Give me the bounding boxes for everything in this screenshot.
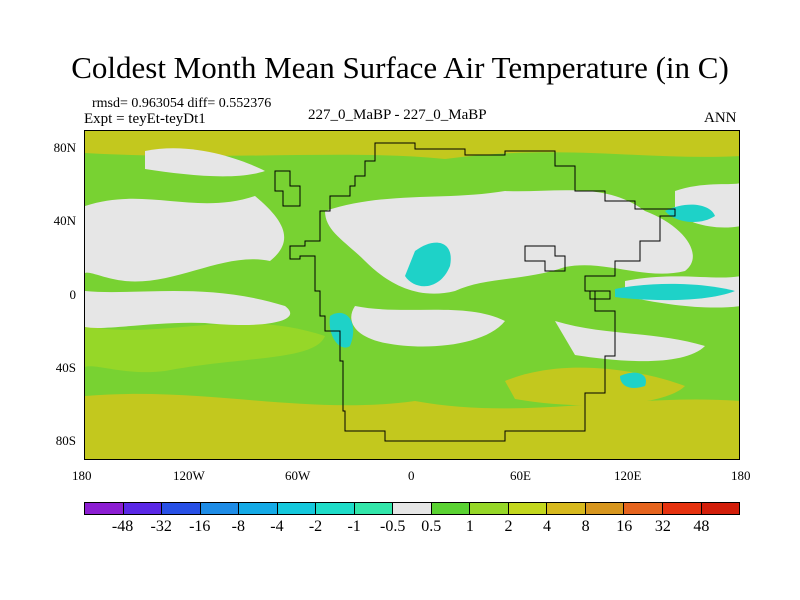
colorbar-label: -4	[270, 518, 284, 535]
y-tick: 80S	[55, 433, 76, 448]
field-s-band	[85, 323, 325, 373]
neutral-s-atlantic	[351, 306, 505, 347]
x-tick: 120W	[173, 468, 205, 483]
colorbar-box	[624, 503, 663, 514]
colorbar-label: -48	[111, 518, 134, 535]
y-tick: 80N	[53, 140, 76, 155]
colorbar-label: 4	[543, 518, 552, 535]
cyan-patch-1	[329, 312, 354, 348]
colorbar-box	[354, 503, 394, 514]
colorbar-label: -8	[231, 518, 246, 535]
season-label: ANN	[704, 110, 737, 126]
colorbar-box	[470, 503, 509, 514]
map-panel	[84, 130, 740, 460]
neutral-arctic-1	[145, 148, 265, 177]
cyan-patch-4	[665, 204, 715, 223]
continent-outline	[289, 142, 676, 442]
colorbar-label: -2	[308, 518, 323, 535]
colorbar-label: -32	[150, 518, 172, 535]
x-tick: 60W	[285, 468, 311, 483]
colorbar-box	[547, 503, 586, 514]
colorbar-label: -16	[189, 518, 211, 535]
colorbar-label: 8	[581, 518, 590, 535]
experiment-label: Expt = teyEt-teyDt1	[84, 111, 206, 127]
island-outline-1	[274, 170, 301, 207]
colorbar-box	[200, 503, 240, 514]
x-tick: 180	[731, 468, 751, 483]
colorbar-box	[431, 503, 471, 514]
colorbar-label: 2	[504, 518, 513, 535]
colorbar-box	[393, 503, 432, 514]
colorbar-label: 0.5	[421, 518, 442, 535]
cyan-patch-5	[620, 372, 646, 388]
colorbar-box	[316, 503, 355, 514]
stats-label: rmsd= 0.963054 diff= 0.552376	[92, 96, 272, 111]
x-tick: 180	[72, 468, 92, 483]
colorbar-label: 48	[693, 518, 710, 535]
colorbar-box	[123, 503, 163, 514]
colorbar-label: -0.5	[380, 518, 406, 535]
neutral-eq-pacific	[85, 291, 291, 328]
comparison-label: 227_0_MaBP - 227_0_MaBP	[308, 107, 487, 123]
colorbar-box	[585, 503, 625, 514]
colorbar-box	[277, 503, 317, 514]
neutral-n-pacific	[85, 196, 285, 282]
y-tick: 40N	[53, 213, 76, 228]
field-north-belt	[85, 131, 739, 159]
colorbar-label: 32	[654, 518, 671, 535]
colorbar-box	[162, 503, 201, 514]
colorbar-box	[701, 503, 740, 514]
x-tick: 120E	[614, 468, 642, 483]
temperature-field	[85, 131, 739, 459]
neutral-indian	[555, 321, 705, 362]
colorbar-box	[662, 503, 702, 514]
field-south-belt	[85, 393, 739, 459]
colorbar-box	[508, 503, 548, 514]
x-tick: 0	[408, 468, 415, 483]
x-tick: 60E	[510, 468, 531, 483]
y-tick: 40S	[55, 360, 76, 375]
y-tick: 0	[69, 287, 77, 302]
colorbar-label: 16	[616, 518, 633, 535]
cyan-patch-2	[405, 242, 451, 287]
island-outline-2	[524, 245, 566, 272]
colorbar-label: 1	[465, 518, 474, 535]
colorbar-box	[85, 503, 124, 514]
colorbar-label: -1	[347, 518, 361, 535]
chart-title: Coldest Month Mean Surface Air Temperatu…	[71, 50, 729, 85]
island-outline-3	[589, 290, 611, 300]
colorbar	[84, 502, 740, 515]
colorbar-box	[239, 503, 278, 514]
cyan-patch-3	[615, 283, 735, 301]
